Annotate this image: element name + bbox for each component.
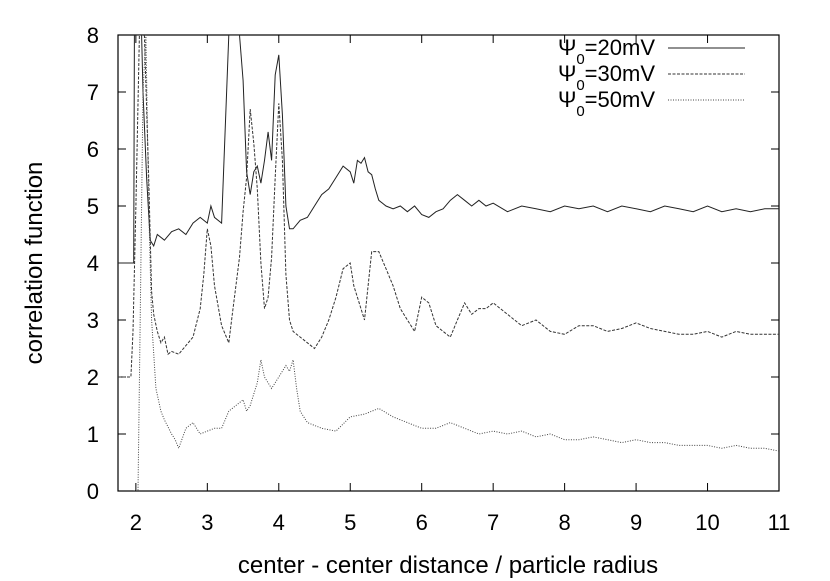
y-tick-label: 6 (87, 137, 99, 162)
y-tick-label: 4 (87, 251, 99, 276)
x-tick-label: 3 (201, 510, 213, 535)
legend-entry-label: Ψ0=50mV (558, 87, 655, 120)
y-tick-label: 0 (87, 479, 99, 504)
y-tick-label: 7 (87, 80, 99, 105)
x-tick-label: 6 (416, 510, 428, 535)
series-line (118, 35, 779, 264)
plot-frame (117, 34, 780, 492)
legend-entry-label: Ψ0=20mV (558, 35, 655, 68)
x-tick-label: 2 (130, 510, 142, 535)
y-tick-label: 5 (87, 194, 99, 219)
x-tick-label: 8 (558, 510, 570, 535)
x-axis-ticks: 2 3 4 5 6 7 8 9 10 11 (130, 35, 791, 535)
x-axis-title: center - center distance / particle radi… (238, 552, 658, 579)
series-line (118, 35, 779, 378)
legend-entry-label: Ψ0=30mV (558, 61, 655, 94)
x-tick-label: 7 (487, 510, 499, 535)
x-tick-label: 10 (695, 510, 719, 535)
y-axis-title: correlation function (21, 162, 48, 365)
x-tick-label: 9 (630, 510, 642, 535)
x-tick-label: 5 (344, 510, 356, 535)
x-tick-label: 4 (273, 510, 285, 535)
y-tick-label: 3 (87, 308, 99, 333)
x-tick-label: 11 (768, 510, 791, 535)
series-line (133, 35, 779, 491)
series-layer (118, 35, 779, 491)
y-axis-ticks: 0 1 2 3 4 5 6 7 8 (87, 23, 779, 504)
y-tick-label: 2 (87, 365, 99, 390)
y-tick-label: 8 (87, 23, 99, 48)
y-tick-label: 1 (87, 422, 99, 447)
